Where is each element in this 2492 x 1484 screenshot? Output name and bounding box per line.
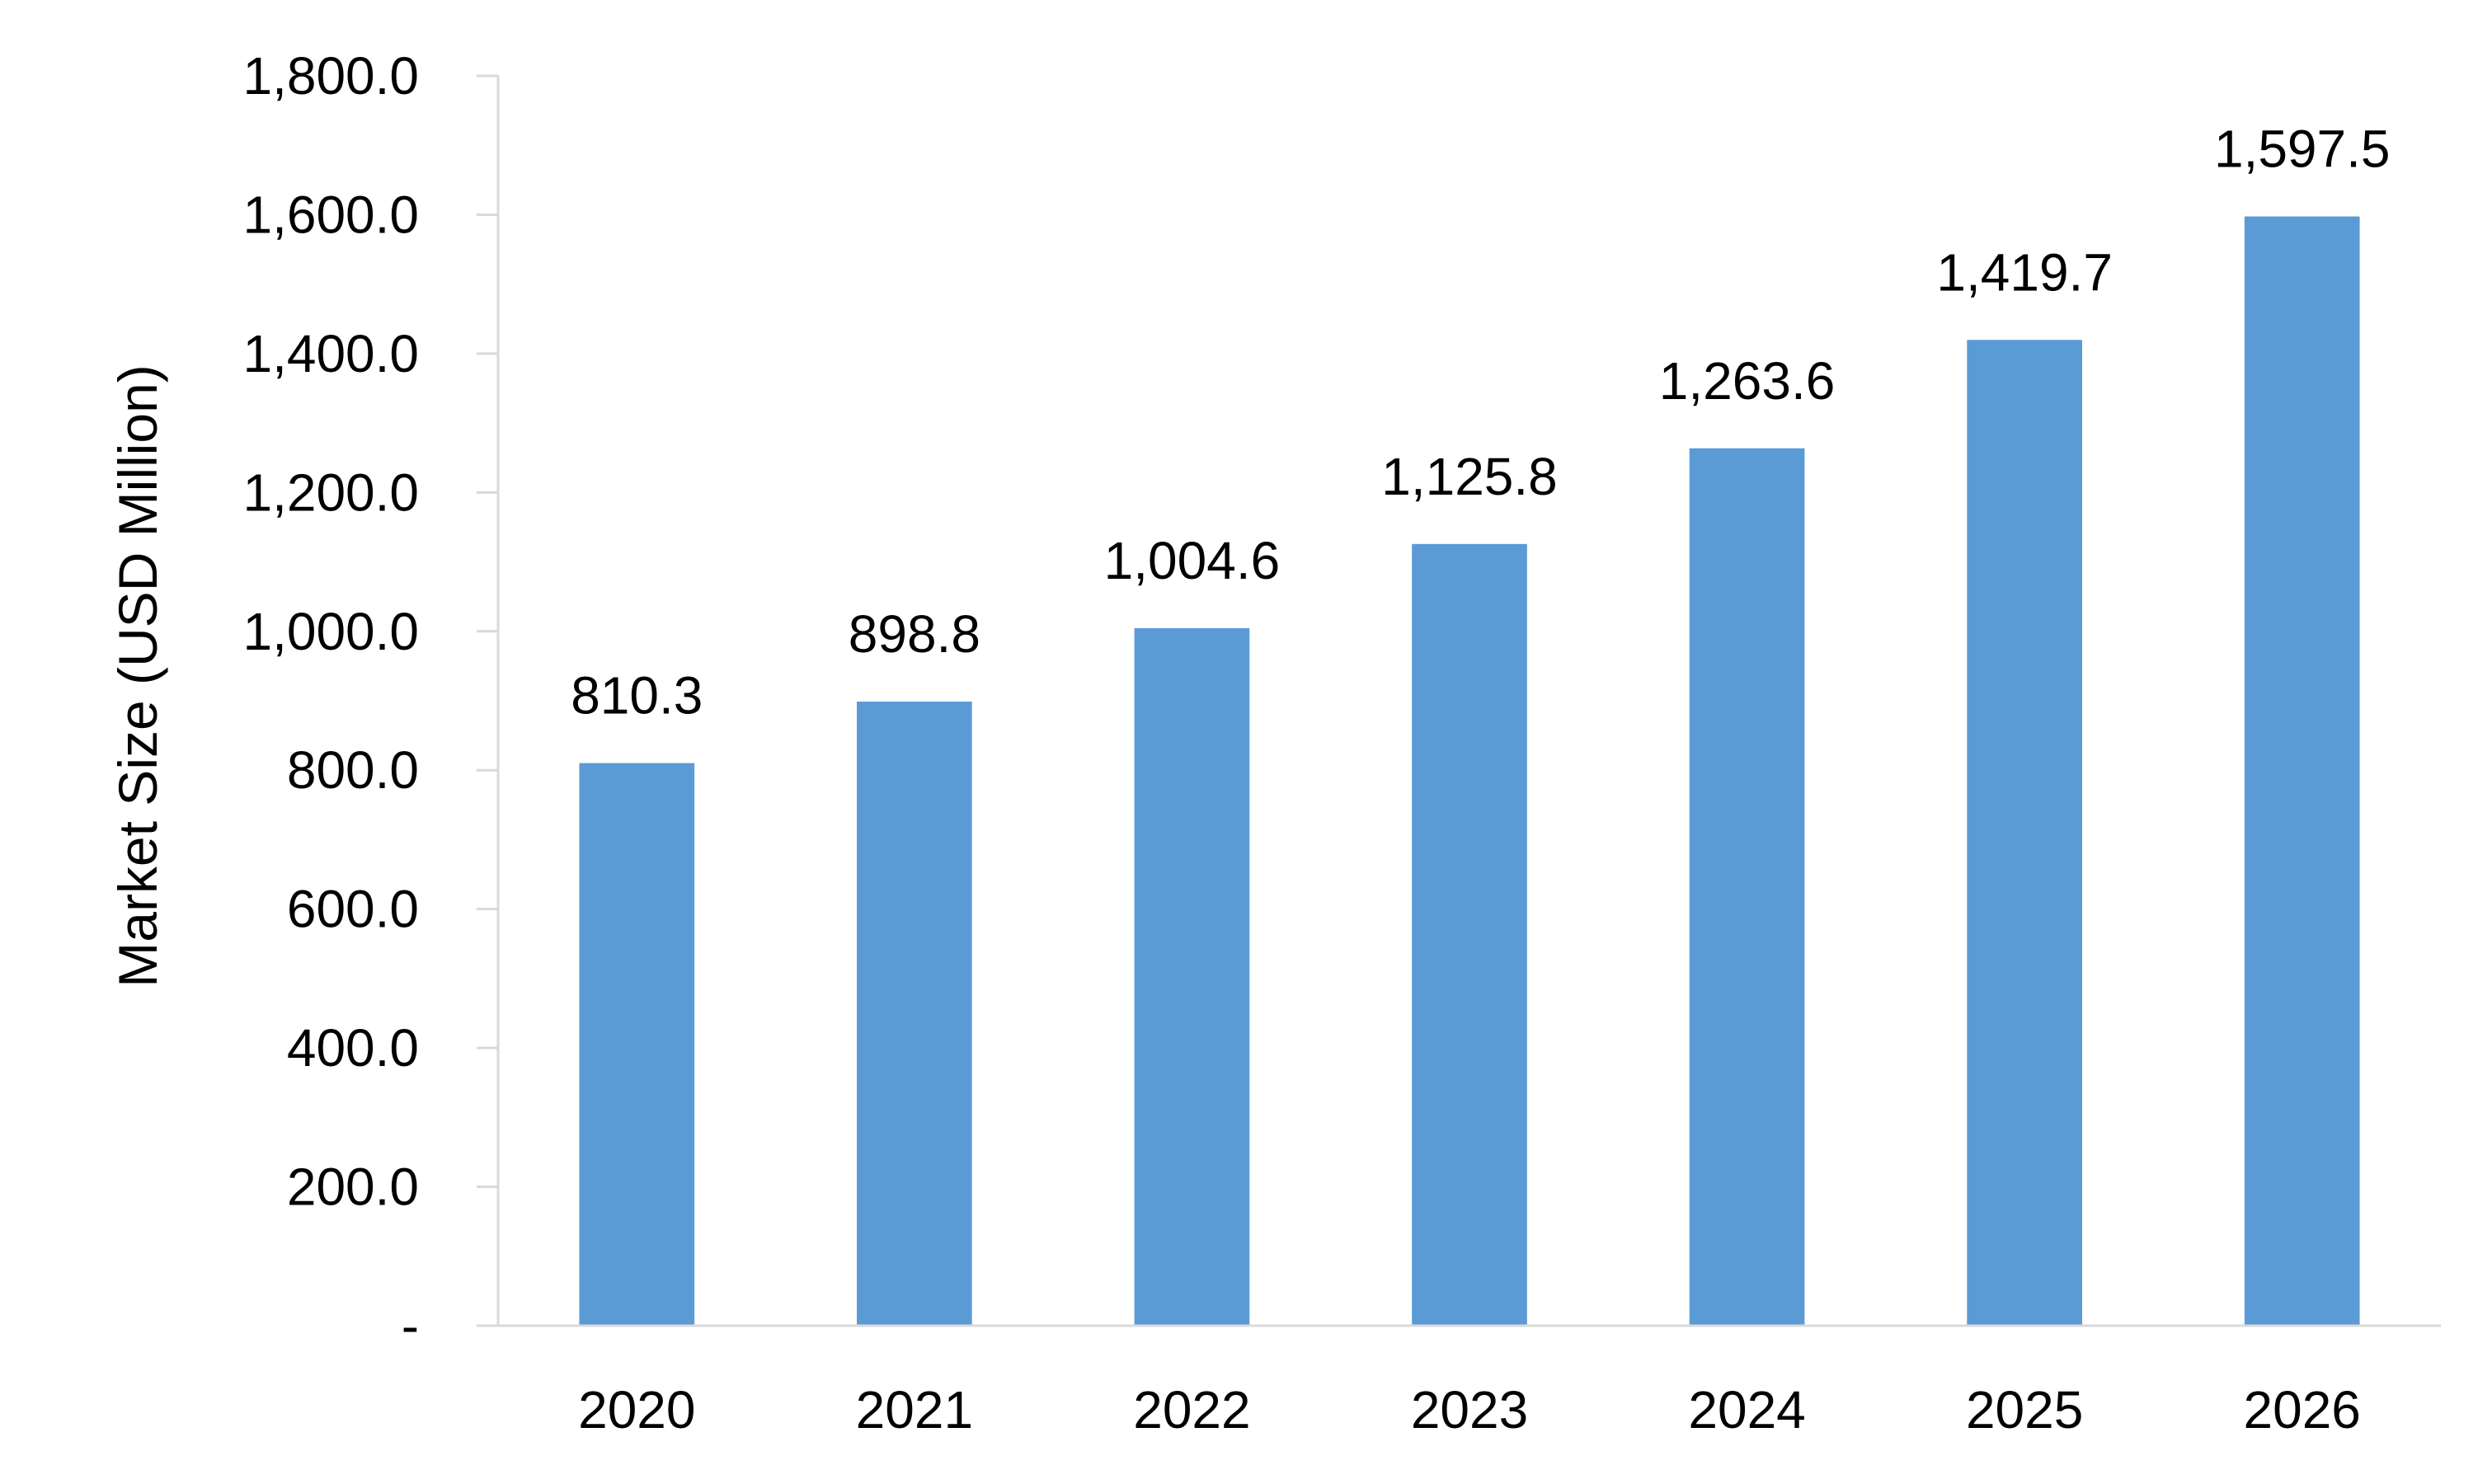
x-axis-tick-labels: 2020 2021 2022 2023 2024 2025 2026 [578, 1380, 2361, 1439]
y-tick-label: 1,400.0 [242, 324, 419, 383]
y-tick-label: 1,600.0 [242, 185, 419, 244]
bar-2022 [1134, 627, 1250, 1326]
data-label-2025: 1,419.7 [1936, 242, 2113, 302]
bar-2020 [579, 763, 695, 1326]
data-label-2024: 1,263.6 [1659, 351, 1836, 411]
y-tick-label: - [402, 1296, 419, 1355]
y-tick-label: 1,000.0 [242, 602, 419, 661]
y-axis-title: Market Size (USD Million) [107, 364, 168, 987]
data-label-2022: 1,004.6 [1104, 531, 1281, 590]
y-axis-tick-labels: - 200.0 400.0 600.0 800.0 1,000.0 1,200.0 1,400… [242, 46, 498, 1355]
x-tick-label-2024: 2024 [1688, 1380, 1805, 1439]
y-tick-label: 600.0 [287, 880, 419, 939]
bar-2021 [857, 702, 972, 1326]
data-label-2021: 898.8 [849, 604, 980, 664]
x-tick-label-2020: 2020 [578, 1380, 695, 1439]
bars [579, 216, 2360, 1326]
y-tick-label: 1,200.0 [242, 463, 419, 522]
x-tick-label-2022: 2022 [1133, 1380, 1250, 1439]
y-tick-label: 400.0 [287, 1018, 419, 1078]
y-tick-label: 200.0 [287, 1158, 419, 1217]
bar-2026 [2244, 216, 2360, 1326]
data-label-2020: 810.3 [571, 666, 703, 726]
x-tick-label-2023: 2023 [1411, 1380, 1528, 1439]
x-tick-label-2025: 2025 [1966, 1380, 2083, 1439]
x-tick-label-2021: 2021 [856, 1380, 973, 1439]
y-tick-label: 1,800.0 [242, 46, 419, 106]
bar-2023 [1412, 543, 1527, 1326]
data-label-2023: 1,125.8 [1381, 447, 1558, 506]
data-label-2026: 1,597.5 [2214, 120, 2391, 179]
x-tick-label-2026: 2026 [2244, 1380, 2361, 1439]
bar-2024 [1689, 448, 1805, 1326]
y-tick-label: 800.0 [287, 740, 419, 800]
data-labels: 810.3 898.8 1,004.6 1,125.8 1,263.6 1,419.7 1,… [571, 120, 2390, 726]
bar-2025 [1967, 340, 2082, 1326]
